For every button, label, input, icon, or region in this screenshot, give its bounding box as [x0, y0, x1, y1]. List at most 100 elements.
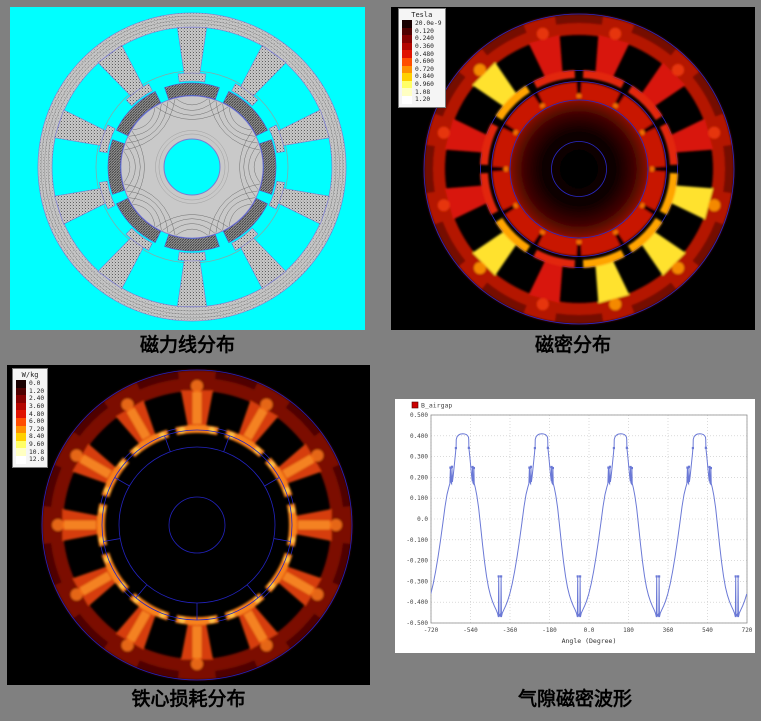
color-swatch: [16, 417, 26, 426]
data-marker: [734, 575, 737, 578]
color-swatch: [16, 410, 26, 418]
yoke-flux-line: [44, 19, 340, 315]
legend-row: 7.20: [16, 425, 45, 434]
data-marker: [630, 466, 634, 470]
legend-row: 1.20: [402, 95, 442, 104]
magnet-divider: [103, 538, 121, 542]
data-marker: [737, 575, 740, 578]
magnet: [222, 91, 268, 137]
rotor-wireframe: [41, 369, 353, 681]
color-swatch: [16, 402, 26, 411]
tooth-shoe: [98, 180, 116, 210]
data-marker: [528, 466, 531, 469]
data-marker: [708, 465, 711, 469]
yoke-flux-line: [40, 15, 344, 319]
flux-density-figure: [391, 7, 755, 330]
color-swatch: [402, 95, 412, 104]
magnet: [164, 82, 220, 100]
data-marker: [450, 465, 454, 468]
panel-flux-density-map: Tesla 20.0e-9 0.120 0.240 0.360 0.480 0.600 0.…: [391, 7, 755, 330]
tooth-shoe: [177, 251, 207, 262]
color-swatch: [16, 455, 26, 464]
color-swatch: [402, 80, 412, 89]
color-swatch: [16, 425, 26, 434]
data-marker: [612, 446, 616, 450]
geometry-wireframe: [423, 13, 735, 325]
data-marker: [629, 465, 632, 469]
legend-value: 8.40: [29, 433, 45, 441]
series-legend-swatch: [411, 401, 419, 409]
data-marker: [529, 465, 533, 468]
color-swatch: [16, 387, 26, 396]
color-swatch: [402, 20, 412, 28]
legend-value: 12.0: [29, 456, 45, 464]
legend-value: 7.20: [29, 425, 45, 433]
tooth-shoe: [231, 83, 259, 107]
magnet-divider: [164, 435, 171, 452]
legend-row: 0.720: [402, 65, 442, 74]
waveform-series: [431, 433, 747, 618]
stator-tooth-hot: [595, 259, 630, 304]
waveform-line: [431, 433, 747, 618]
data-marker: [655, 575, 658, 578]
magnet-divider: [114, 477, 130, 487]
magnet-divider: [246, 584, 259, 599]
panel-core-loss-map: W/kg 0.0 1.20 2.40 3.60 4.80 6.00 7.20 8.40 9.60…: [7, 365, 370, 685]
color-swatch: [402, 73, 412, 81]
legend-value: 9.60: [29, 441, 45, 449]
data-marker: [500, 575, 503, 578]
data-marker: [454, 446, 458, 450]
data-marker: [691, 446, 695, 450]
svg-text:0.0: 0.0: [417, 516, 428, 523]
stator-tooth: [595, 34, 630, 79]
axis-tick-labels: 0.500 0.400 0.300 0.200 0.100 0.0 -0.100 -0.200…: [406, 412, 752, 645]
color-swatch: [402, 35, 412, 43]
stator-tooth-hot: [472, 62, 518, 108]
svg-text:180: 180: [623, 627, 634, 634]
airgap-waveform-chart: 0.500 0.400 0.300 0.200 0.100 0.0 -0.100 -0.200…: [395, 399, 755, 653]
core-loss-figure: [7, 365, 370, 685]
legend-row: 0.480: [402, 50, 442, 58]
color-swatch: [16, 448, 26, 456]
magnet: [259, 139, 277, 195]
legend-row: 4.80: [16, 410, 44, 418]
legend-value: 0.360: [415, 43, 434, 51]
tooth-shoe: [177, 72, 207, 83]
svg-text:-180: -180: [542, 627, 557, 634]
svg-text:-540: -540: [463, 627, 478, 634]
data-marker: [472, 466, 476, 470]
data-marker: [686, 466, 689, 469]
legend-row: 1.20: [16, 387, 44, 396]
data-marker: [550, 465, 553, 469]
stator-tooth: [528, 259, 563, 304]
legend-row: 0.0: [16, 380, 44, 388]
flux-density-field: [424, 14, 734, 324]
svg-text:-0.400: -0.400: [406, 599, 428, 606]
colorbar-title: W/kg: [21, 371, 39, 379]
legend-value: 0.120: [415, 27, 434, 35]
color-swatch: [402, 27, 412, 36]
legend-value: 0.600: [415, 58, 434, 66]
svg-text:0.100: 0.100: [410, 495, 428, 502]
color-swatch: [402, 42, 412, 51]
svg-text:-0.300: -0.300: [406, 578, 428, 585]
svg-text:-0.200: -0.200: [406, 558, 428, 565]
legend-value: 0.480: [415, 50, 434, 58]
svg-text:540: 540: [702, 627, 713, 634]
data-marker: [579, 575, 582, 578]
data-marker: [608, 465, 612, 468]
legend-row: 2.40: [16, 395, 44, 403]
colorbar-title: Tesla: [411, 11, 433, 19]
tooth-shoe: [268, 124, 286, 154]
legend-row: 12.0: [16, 455, 45, 464]
data-marker: [687, 465, 691, 468]
color-swatch: [402, 65, 412, 74]
rotor-flux-lines: [123, 98, 261, 236]
legend-row: 10.8: [16, 448, 44, 456]
legend-row: 3.60: [16, 402, 44, 411]
data-marker: [709, 466, 713, 470]
colorbar-legend-tesla: Tesla 20.0e-9 0.120 0.240 0.360 0.480 0.600 0.…: [398, 8, 446, 108]
plot-frame: [430, 414, 748, 624]
color-swatch: [402, 57, 412, 66]
magnet: [164, 234, 220, 252]
